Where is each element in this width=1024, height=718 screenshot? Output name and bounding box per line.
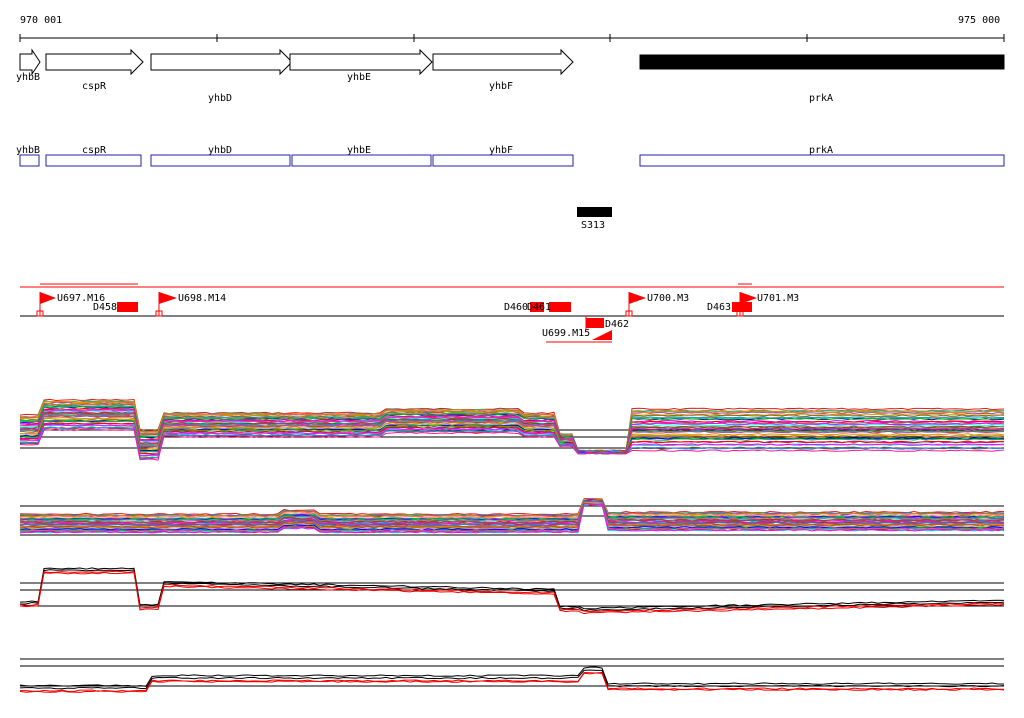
annotation-label-prkA: prkA — [809, 145, 833, 156]
feature-label-U699-M15: U699.M15 — [542, 328, 590, 339]
feature-label-D458: D458 — [93, 302, 117, 313]
coordinate-axis: 970 001 975 000 — [19, 15, 1005, 42]
annotation-yhbB[interactable]: yhbB — [16, 145, 40, 167]
gene-yhbD[interactable]: yhbD — [150, 48, 293, 104]
annotation-yhbF[interactable]: yhbF — [432, 145, 574, 167]
annotation-label-yhbD: yhbD — [208, 145, 232, 156]
annotation-label-yhbB: yhbB — [16, 145, 40, 156]
annotation-yhbE[interactable]: yhbE — [291, 145, 432, 167]
feature-label-U698-M14: U698.M14 — [178, 293, 226, 304]
gene-label-prkA: prkA — [809, 93, 833, 104]
feature-D463[interactable]: D463 — [707, 302, 752, 313]
annotation-prkA[interactable]: prkA — [639, 145, 1005, 167]
annotation-label-yhbE: yhbE — [347, 145, 371, 156]
axis-start-label: 970 001 — [20, 15, 62, 26]
feature-D461[interactable]: D461 — [527, 302, 571, 313]
gene-track: yhbB cspR yhbD yhbE yhbF prkA — [16, 48, 1005, 104]
gene-yhbF[interactable]: yhbF — [432, 48, 574, 92]
feature-D460[interactable]: D460 — [504, 302, 544, 313]
gene-label-yhbF: yhbF — [489, 81, 513, 92]
feature-D462[interactable]: D462 — [585, 316, 629, 330]
annotation-label-yhbF: yhbF — [489, 145, 513, 156]
feature-label-U701-M3: U701.M3 — [757, 293, 799, 304]
feature-U700-M3[interactable]: U700.M3 — [625, 292, 689, 317]
annotation-yhbD[interactable]: yhbD — [150, 145, 291, 167]
gene-label-cspR: cspR — [82, 81, 107, 92]
feature-label-D461: D461 — [527, 302, 551, 313]
gene-cspR[interactable]: cspR — [45, 48, 144, 92]
gene-prkA[interactable]: prkA — [639, 54, 1005, 104]
feature-U698-M14[interactable]: U698.M14 — [155, 292, 226, 317]
feature-label-D463: D463 — [707, 302, 731, 313]
feature-U697-M16[interactable]: U697.M16 — [36, 292, 105, 317]
feature-U701-M3[interactable]: U701.M3 — [736, 292, 799, 317]
annotation-label-cspR: cspR — [82, 145, 107, 156]
gene-yhbB[interactable]: yhbB — [16, 48, 41, 83]
segment-label: S313 — [581, 220, 605, 231]
expression-track-1 — [19, 398, 1005, 461]
feature-track: U697.M16 D458 U698.M14 D460 D461 U699.M1… — [20, 283, 1004, 343]
feature-label-U700-M3: U700.M3 — [647, 293, 689, 304]
feature-label-U697-M16: U697.M16 — [57, 293, 105, 304]
expression-track-4 — [19, 658, 1005, 693]
feature-label-D460: D460 — [504, 302, 528, 313]
gene-label-yhbD: yhbD — [208, 93, 232, 104]
feature-D458[interactable]: D458 — [93, 302, 138, 313]
segment-S313[interactable]: S313 — [577, 207, 612, 231]
feature-U699-M15[interactable]: U699.M15 — [542, 328, 612, 340]
expression-track-3 — [19, 567, 1005, 615]
gene-yhbE[interactable]: yhbE — [289, 48, 433, 83]
gene-label-yhbE: yhbE — [347, 72, 371, 83]
axis-end-label: 975 000 — [958, 15, 1000, 26]
annotation-cspR[interactable]: cspR — [45, 145, 142, 167]
feature-label-D462: D462 — [605, 319, 629, 330]
expression-track-2 — [19, 497, 1005, 536]
annotation-track: yhbB cspR yhbD yhbE yhbF prkA — [16, 145, 1005, 167]
gene-label-yhbB: yhbB — [16, 72, 40, 83]
